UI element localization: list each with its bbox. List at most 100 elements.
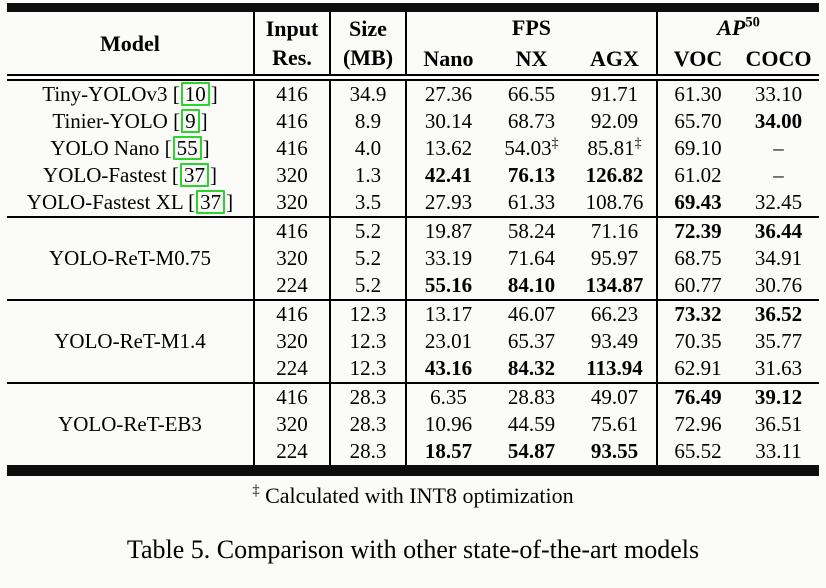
fps-agx-cell: 134.87: [572, 272, 657, 301]
fps-agx-cell: 113.94: [572, 355, 657, 384]
comparison-table: Model Input Res. Size (MB) FPS AP50 Nano…: [6, 12, 820, 465]
fps-nano-cell: 30.14: [404, 108, 490, 135]
size-cell: 4.0: [328, 135, 406, 162]
citation-link[interactable]: 9: [181, 109, 200, 133]
fps-nano-cell: 43.16: [404, 355, 490, 384]
input-res-cell: 416: [252, 300, 330, 328]
col-header-model: Model: [6, 12, 254, 81]
col-header-nano: Nano: [404, 43, 490, 81]
double-dagger-symbol: ‡: [252, 482, 260, 499]
ap-coco-cell: 36.52: [754, 302, 803, 326]
table-body: Tiny-YOLOv3 [10] 416 34.9 27.36 66.55 91.71 61…: [6, 77, 820, 465]
fps-nx-cell: 44.59: [507, 412, 556, 436]
citation-link[interactable]: 37: [179, 163, 209, 187]
fps-nx-cell: 71.64: [507, 246, 556, 270]
fps-agx-cell: 126.82: [585, 163, 644, 187]
size-cell: 5.2: [328, 245, 406, 272]
fps-nx-cell: 46.07: [507, 302, 556, 326]
ap-voc-cell: 61.02: [656, 162, 738, 189]
citation-link[interactable]: 55: [172, 136, 202, 160]
fps-agx-cell: 95.97: [590, 246, 639, 270]
size-cell: 28.3: [328, 438, 406, 465]
fps-agx-cell: 108.76: [572, 189, 657, 218]
fps-nx-cell: 61.33: [489, 189, 573, 218]
dagger-marker: ‡: [551, 135, 559, 150]
fps-nx-cell: 28.83: [507, 385, 556, 409]
size-cell: 5.2: [328, 217, 406, 245]
table-top-rule: [7, 3, 819, 12]
col-header-coco: COCO: [738, 43, 820, 81]
ap-coco-cell: 32.45: [738, 189, 820, 218]
size-cell: 28.3: [328, 411, 406, 438]
fps-agx-cell: 92.09: [590, 109, 639, 133]
ap-coco-cell: 36.51: [754, 412, 803, 436]
ap-coco-cell: 31.63: [738, 355, 820, 384]
ap-coco-cell: –: [773, 136, 784, 160]
col-header-voc: VOC: [656, 43, 738, 81]
ap-coco-cell: –: [773, 163, 784, 187]
size-cell: 28.3: [328, 383, 406, 411]
fps-nx-cell: 54.87: [507, 439, 556, 463]
input-res-cell: 416: [252, 383, 330, 411]
fps-nano-cell: 6.35: [404, 383, 490, 411]
ap-voc-cell: 69.10: [656, 135, 738, 162]
ap-voc-cell: 73.32: [656, 300, 738, 328]
ap-voc-cell: 65.52: [656, 438, 738, 465]
col-header-input-res: Input Res.: [252, 12, 330, 81]
col-group-ap50: AP50: [655, 12, 820, 43]
fps-agx-cell: 93.49: [590, 329, 639, 353]
fps-agx-cell: 66.23: [590, 302, 639, 326]
ap-voc-cell: 61.30: [656, 77, 738, 108]
model-cell: YOLO-Fastest [37]: [43, 163, 217, 187]
input-res-cell: 224: [252, 272, 330, 301]
ap-voc-cell: 60.77: [656, 272, 738, 301]
input-res-cell: 320: [252, 162, 330, 189]
header-row-2: Nano NX AGX VOC COCO: [7, 43, 820, 81]
ap-coco-cell: 39.12: [754, 385, 803, 409]
model-cell: Tinier-YOLO [9]: [52, 109, 208, 133]
model-cell: YOLO-ReT-EB3: [58, 412, 202, 436]
table-row: Tinier-YOLO [9] 416 8.9 30.14 68.73 92.09 65.7…: [7, 108, 819, 135]
input-res-cell: 320: [252, 189, 330, 218]
ap-label: AP: [717, 15, 746, 40]
input-res-cell: 320: [252, 328, 330, 355]
fps-nx-cell: 68.73: [507, 109, 556, 133]
fps-agx-cell: 85.81‡: [587, 135, 642, 160]
input-res-cell: 224: [252, 355, 330, 384]
fps-nano-cell: 27.36: [404, 77, 490, 108]
citation-link[interactable]: 37: [196, 190, 226, 214]
citation-link[interactable]: 10: [180, 82, 210, 106]
model-cell: YOLO-Fastest XL [37]: [6, 189, 254, 218]
col-header-agx: AGX: [572, 43, 657, 81]
model-cell: YOLO-ReT-M0.75: [6, 217, 254, 301]
fps-nx-cell: 54.03‡: [504, 135, 559, 160]
ap-voc-cell: 76.49: [656, 383, 738, 411]
input-res-cell: 416: [252, 135, 330, 162]
ap-coco-cell: 33.10: [754, 82, 803, 106]
size-cell: 34.9: [328, 77, 406, 108]
size-cell: 3.5: [328, 189, 406, 218]
paper-table-figure: Model Input Res. Size (MB) FPS AP50 Nano…: [0, 3, 826, 564]
fps-nx-cell: 66.55: [507, 82, 556, 106]
dagger-marker: ‡: [634, 135, 642, 150]
table-row: YOLO-ReT-EB3 416 28.3 6.35 28.83 49.07 76.49 39…: [7, 383, 819, 436]
ap-voc-cell: 65.70: [656, 108, 738, 135]
footnote-text: Calculated with INT8 optimization: [265, 483, 574, 508]
ap-coco-cell: 35.77: [754, 329, 803, 353]
fps-agx-cell: 93.55: [590, 439, 639, 463]
table-row: YOLO-Fastest [37] 320 1.3 42.41 76.13 126.82 6…: [7, 162, 819, 189]
size-cell: 5.2: [328, 272, 406, 301]
fps-agx-cell: 49.07: [590, 385, 639, 409]
fps-nx-cell: 58.24: [507, 219, 556, 243]
ap-coco-cell: 34.91: [754, 246, 803, 270]
fps-agx-cell: 91.71: [590, 82, 639, 106]
table-footnote: ‡ Calculated with INT8 optimization: [0, 483, 826, 509]
ap-coco-cell: 36.44: [754, 219, 803, 243]
ap-superscript: 50: [745, 14, 760, 31]
input-res-cell: 416: [252, 217, 330, 245]
fps-agx-cell: 75.61: [590, 412, 639, 436]
input-res-cell: 320: [252, 411, 330, 438]
table-row: 224 28.3 18.57 54.87 93.55 65.52 33.11: [7, 438, 819, 465]
header-row-1: Model Input Res. Size (MB) FPS AP50: [6, 12, 820, 81]
ap-coco-cell: 33.11: [755, 439, 802, 463]
